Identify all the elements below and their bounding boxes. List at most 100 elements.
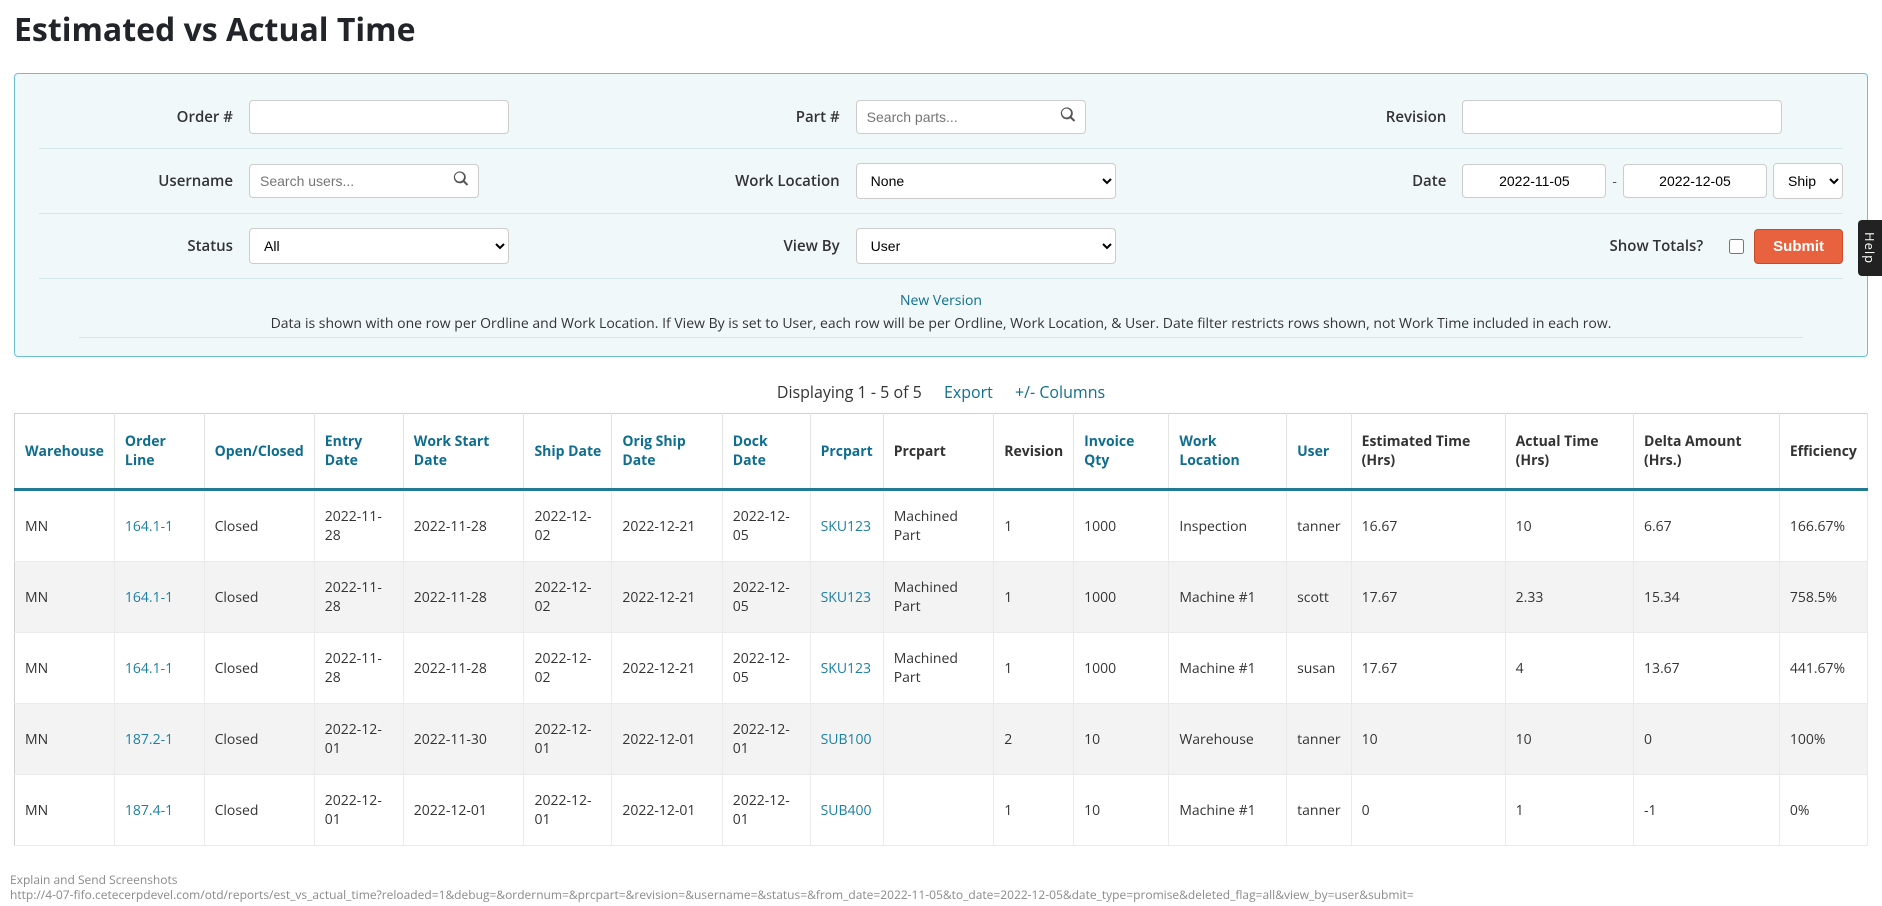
column-header: Efficiency [1779,414,1867,490]
cell-prcpart: SUB100 [810,704,883,775]
label-revision: Revision [1252,107,1462,127]
cell-ship_date: 2022-12-02 [524,562,612,633]
username-input[interactable] [249,164,479,198]
cell-ship_date: 2022-12-01 [524,775,612,846]
cell-orig_ship: 2022-12-01 [612,704,722,775]
cell-invoice_qty: 1000 [1074,562,1169,633]
column-header[interactable]: User [1287,414,1352,490]
filter-row-3: Status All View By User Show Totals? Sub… [39,214,1843,279]
order_line-link[interactable]: 164.1-1 [125,588,173,607]
label-view-by: View By [646,236,856,256]
label-order: Order # [39,107,249,127]
footer-note: Explain and Send Screenshots http://4-07… [10,873,1414,902]
date-separator: - [1612,172,1617,191]
filter-row-2: Username Work Location None Date - Ship … [39,149,1843,214]
table-header-row: WarehouseOrder LineOpen/ClosedEntry Date… [15,414,1868,490]
order-input[interactable] [249,100,509,134]
prcpart-link[interactable]: SUB100 [821,730,872,749]
cell-warehouse: MN [15,633,115,704]
column-header[interactable]: Prcpart [810,414,883,490]
cell-work_start: 2022-11-28 [403,562,524,633]
prcpart-link[interactable]: SKU123 [821,659,871,678]
cell-ship_date: 2022-12-01 [524,704,612,775]
column-header[interactable]: Orig Ship Date [612,414,722,490]
order_line-link[interactable]: 164.1-1 [125,659,173,678]
order_line-link[interactable]: 187.2-1 [125,730,173,749]
columns-toggle-link[interactable]: +/- Columns [1015,381,1105,403]
export-link[interactable]: Export [944,381,993,403]
cell-invoice_qty: 10 [1074,775,1169,846]
revision-input[interactable] [1462,100,1782,134]
cell-work_start: 2022-11-28 [403,633,524,704]
cell-prcpart: SUB400 [810,775,883,846]
cell-order_line: 187.4-1 [114,775,204,846]
cell-user: scott [1287,562,1352,633]
cell-work_location: Inspection [1169,490,1287,562]
column-header[interactable]: Work Start Date [403,414,524,490]
column-header[interactable]: Open/Closed [204,414,314,490]
label-work-location: Work Location [646,171,856,191]
cell-revision: 1 [994,775,1074,846]
cell-prcpart: SKU123 [810,633,883,704]
show-totals-checkbox[interactable] [1729,239,1744,254]
new-version-link[interactable]: New Version [900,291,982,310]
cell-work_start: 2022-12-01 [403,775,524,846]
cell-delta: 6.67 [1633,490,1779,562]
info-block: New Version Data is shown with one row p… [39,279,1843,338]
cell-warehouse: MN [15,704,115,775]
column-header[interactable]: Ship Date [524,414,612,490]
order_line-link[interactable]: 164.1-1 [125,517,173,536]
cell-efficiency: 166.67% [1779,490,1867,562]
prcpart-link[interactable]: SKU123 [821,588,871,607]
cell-work_location: Machine #1 [1169,562,1287,633]
part-input[interactable] [856,100,1086,134]
cell-open_closed: Closed [204,562,314,633]
prcpart-link[interactable]: SKU123 [821,517,871,536]
cell-delta: 0 [1633,704,1779,775]
table-row: MN164.1-1Closed2022-11-282022-11-282022-… [15,633,1868,704]
work-location-select[interactable]: None [856,163,1116,199]
cell-open_closed: Closed [204,704,314,775]
column-header[interactable]: Invoice Qty [1074,414,1169,490]
cell-dock_date: 2022-12-01 [722,704,810,775]
label-status: Status [39,236,249,256]
cell-est_time: 0 [1351,775,1505,846]
date-type-select[interactable]: Ship I [1773,163,1843,199]
cell-delta: 13.67 [1633,633,1779,704]
submit-button[interactable]: Submit [1754,229,1843,264]
date-to-input[interactable] [1623,164,1767,198]
cell-dock_date: 2022-12-05 [722,633,810,704]
cell-actual_time: 10 [1505,490,1633,562]
cell-est_time: 17.67 [1351,633,1505,704]
cell-order_line: 164.1-1 [114,633,204,704]
cell-prcpart_name: Machined Part [883,633,994,704]
cell-work_start: 2022-11-30 [403,704,524,775]
table-row: MN187.2-1Closed2022-12-012022-11-302022-… [15,704,1868,775]
column-header[interactable]: Work Location [1169,414,1287,490]
cell-revision: 2 [994,704,1074,775]
cell-dock_date: 2022-12-05 [722,490,810,562]
cell-open_closed: Closed [204,633,314,704]
column-header[interactable]: Warehouse [15,414,115,490]
column-header[interactable]: Order Line [114,414,204,490]
date-from-input[interactable] [1462,164,1606,198]
column-header[interactable]: Entry Date [314,414,403,490]
cell-entry_date: 2022-11-28 [314,490,403,562]
view-by-select[interactable]: User [856,228,1116,264]
cell-order_line: 164.1-1 [114,562,204,633]
column-header[interactable]: Dock Date [722,414,810,490]
prcpart-link[interactable]: SUB400 [821,801,872,820]
cell-order_line: 164.1-1 [114,490,204,562]
cell-user: tanner [1287,775,1352,846]
label-date: Date [1252,171,1462,191]
table-row: MN164.1-1Closed2022-11-282022-11-282022-… [15,562,1868,633]
help-tab[interactable]: Help [1858,220,1882,276]
cell-prcpart_name: Machined Part [883,562,994,633]
order_line-link[interactable]: 187.4-1 [125,801,173,820]
cell-order_line: 187.2-1 [114,704,204,775]
table-row: MN164.1-1Closed2022-11-282022-11-282022-… [15,490,1868,562]
cell-user: tanner [1287,704,1352,775]
status-select[interactable]: All [249,228,509,264]
cell-user: tanner [1287,490,1352,562]
cell-efficiency: 0% [1779,775,1867,846]
